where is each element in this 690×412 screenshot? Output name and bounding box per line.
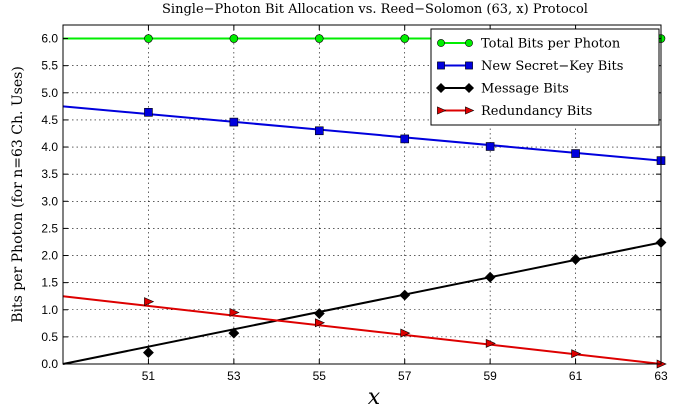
data-point-marker bbox=[465, 39, 473, 47]
x-axis-label: x bbox=[368, 385, 381, 410]
y-tick-label: 3.5 bbox=[41, 167, 58, 181]
ticks: 51 53 55 57 59 61 63 0.0 0.5 1.0 1.5 2.0 2.5 3.0 3.5 4.… bbox=[41, 25, 668, 383]
data-point-marker bbox=[314, 126, 324, 136]
y-tick-label: 0.0 bbox=[41, 357, 58, 371]
x-tick-label: 55 bbox=[313, 369, 327, 383]
legend-label: Redundancy Bits bbox=[481, 104, 592, 119]
y-tick-label: 2.5 bbox=[41, 221, 58, 235]
x-tick-label: 51 bbox=[142, 369, 156, 383]
data-point-marker bbox=[229, 308, 240, 317]
data-point-marker bbox=[313, 308, 325, 319]
legend-entry: New Secret−Key Bits bbox=[437, 59, 623, 74]
data-point-marker bbox=[463, 82, 475, 94]
x-tick-label: 59 bbox=[483, 369, 497, 383]
y-tick-label: 0.5 bbox=[41, 330, 58, 344]
data-point-marker bbox=[144, 108, 153, 117]
legend-label: Message Bits bbox=[481, 82, 569, 97]
legend-label: Total Bits per Photon bbox=[481, 37, 621, 52]
data-point-marker bbox=[400, 34, 410, 43]
chart-title: Single−Photon Bit Allocation vs. Reed−So… bbox=[162, 2, 588, 17]
y-tick-label: 1.5 bbox=[41, 276, 58, 290]
y-tick-label: 2.0 bbox=[41, 249, 58, 263]
data-point-marker bbox=[314, 318, 326, 328]
y-tick-label: 6.0 bbox=[41, 32, 58, 46]
data-point-marker bbox=[437, 61, 445, 70]
legend-entry: Total Bits per Photon bbox=[437, 37, 621, 52]
data-point-marker bbox=[570, 253, 581, 265]
series bbox=[62, 237, 667, 365]
data-point-marker bbox=[144, 34, 153, 43]
data-point-marker bbox=[400, 328, 411, 338]
data-point-marker bbox=[571, 149, 580, 158]
data-point-marker bbox=[399, 289, 411, 301]
data-point-marker bbox=[485, 142, 495, 151]
y-tick-label: 5.5 bbox=[41, 59, 58, 73]
data-point-marker bbox=[143, 347, 154, 359]
x-tick-label: 53 bbox=[227, 369, 241, 383]
data-point-marker bbox=[485, 338, 496, 348]
data-point-marker bbox=[229, 117, 239, 127]
data-point-marker bbox=[314, 34, 324, 43]
legend-entry: Redundancy Bits bbox=[437, 104, 592, 119]
data-point-marker bbox=[437, 106, 447, 115]
y-tick-label: 3.0 bbox=[41, 194, 58, 208]
x-tick-label: 63 bbox=[654, 369, 668, 383]
x-tick-label: 61 bbox=[569, 369, 583, 383]
y-tick-label: 4.0 bbox=[41, 140, 58, 154]
data-point-marker bbox=[484, 271, 496, 283]
series-line bbox=[62, 241, 662, 365]
data-point-marker bbox=[465, 61, 473, 70]
legend: Total Bits per Photon New Secret−Key Bits… bbox=[430, 28, 660, 126]
data-point-marker bbox=[435, 82, 447, 94]
series-line bbox=[62, 105, 662, 162]
y-axis-label: Bits per Photon (for n=63 Ch. Uses) bbox=[10, 66, 26, 323]
legend-entry: Message Bits bbox=[435, 82, 569, 97]
series-line bbox=[62, 295, 662, 365]
series bbox=[62, 295, 667, 369]
data-point-marker bbox=[144, 297, 155, 307]
y-tick-label: 1.0 bbox=[41, 303, 58, 317]
data-point-marker bbox=[465, 106, 475, 115]
data-point-marker bbox=[229, 34, 239, 43]
x-tick-label: 57 bbox=[398, 369, 412, 383]
plot-frame bbox=[62, 24, 662, 365]
legend-label: New Secret−Key Bits bbox=[481, 59, 623, 74]
data-point-marker bbox=[228, 327, 240, 339]
data-point-marker bbox=[400, 134, 410, 144]
data-point-marker bbox=[571, 349, 582, 359]
y-tick-label: 5.0 bbox=[41, 86, 58, 100]
y-tick-label: 4.5 bbox=[41, 113, 58, 127]
data-point-marker bbox=[437, 39, 445, 47]
